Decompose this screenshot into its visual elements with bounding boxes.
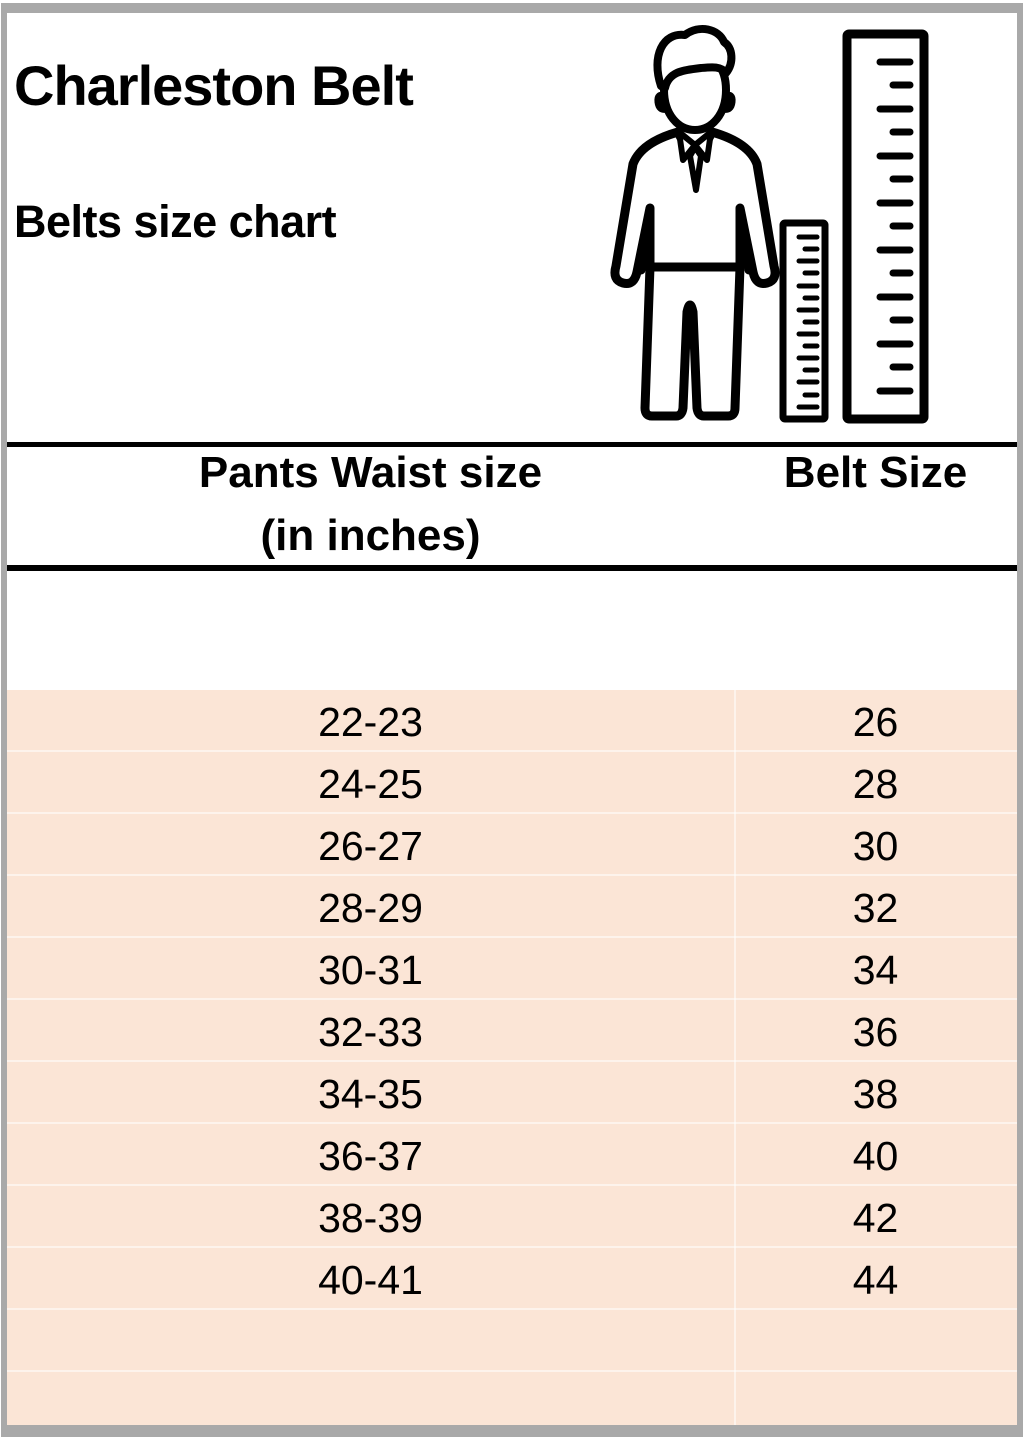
- table-row-empty: [7, 1310, 1017, 1372]
- table-row: 28-29 32: [7, 876, 1017, 938]
- waist-size-cell: 32-33: [318, 1009, 423, 1055]
- column-divider: [734, 690, 736, 1425]
- page-title: Charleston Belt: [14, 54, 414, 117]
- table-row: 24-25 28: [7, 752, 1017, 814]
- waist-size-cell: 40-41: [318, 1257, 423, 1303]
- belt-column-header: Belt Size: [783, 448, 968, 497]
- waist-size-cell: 30-31: [318, 947, 423, 993]
- belt-size-cell: 30: [852, 823, 899, 869]
- waist-column-subheader: (in inches): [260, 511, 481, 560]
- belt-size-cell: 36: [852, 1009, 899, 1055]
- waist-size-cell: 28-29: [318, 885, 423, 931]
- man-figure-icon: [610, 24, 780, 421]
- waist-size-cell: 26-27: [318, 823, 423, 869]
- waist-size-cell: 22-23: [318, 699, 423, 745]
- table-row: 38-39 42: [7, 1186, 1017, 1248]
- belt-size-cell: 44: [852, 1257, 899, 1303]
- belt-size-cell: 32: [852, 885, 899, 931]
- waist-size-cell: 38-39: [318, 1195, 423, 1241]
- belt-size-cell: 28: [852, 761, 899, 807]
- table-row: 30-31 34: [7, 938, 1017, 1000]
- belt-size-cell: 38: [852, 1071, 899, 1117]
- belt-size-cell: 26: [852, 699, 899, 745]
- table-body: 22-23 26 24-25 28 26-27 30 28-29 32 30-3…: [7, 690, 1017, 1425]
- waist-size-cell: [7, 1310, 734, 1370]
- table-row: 34-35 38: [7, 1062, 1017, 1124]
- tall-ruler-icon: [842, 29, 929, 424]
- header-top-divider: [7, 442, 1017, 447]
- small-ruler-icon: [779, 219, 829, 423]
- belt-size-cell: 40: [852, 1133, 899, 1179]
- waist-column-header: Pants Waist size: [198, 448, 543, 497]
- header-bottom-divider: [7, 565, 1017, 571]
- waist-size-cell: [7, 1372, 734, 1425]
- man-with-rulers-icon: [610, 24, 929, 424]
- table-row-empty: [7, 1372, 1017, 1425]
- table-row: 32-33 36: [7, 1000, 1017, 1062]
- waist-size-cell: 24-25: [318, 761, 423, 807]
- page-subtitle: Belts size chart: [14, 196, 337, 247]
- table-row: 26-27 30: [7, 814, 1017, 876]
- belt-size-cell: 34: [852, 947, 899, 993]
- waist-size-cell: 34-35: [318, 1071, 423, 1117]
- table-row: 22-23 26: [7, 690, 1017, 752]
- belt-size-cell: 42: [852, 1195, 899, 1241]
- waist-size-cell: 36-37: [318, 1133, 423, 1179]
- belt-size-cell: [734, 1310, 1017, 1370]
- belt-size-cell: [734, 1372, 1017, 1425]
- table-row: 36-37 40: [7, 1124, 1017, 1186]
- table-row: 40-41 44: [7, 1248, 1017, 1310]
- chart-sheet: Charleston Belt Belts size chart: [1, 3, 1023, 1437]
